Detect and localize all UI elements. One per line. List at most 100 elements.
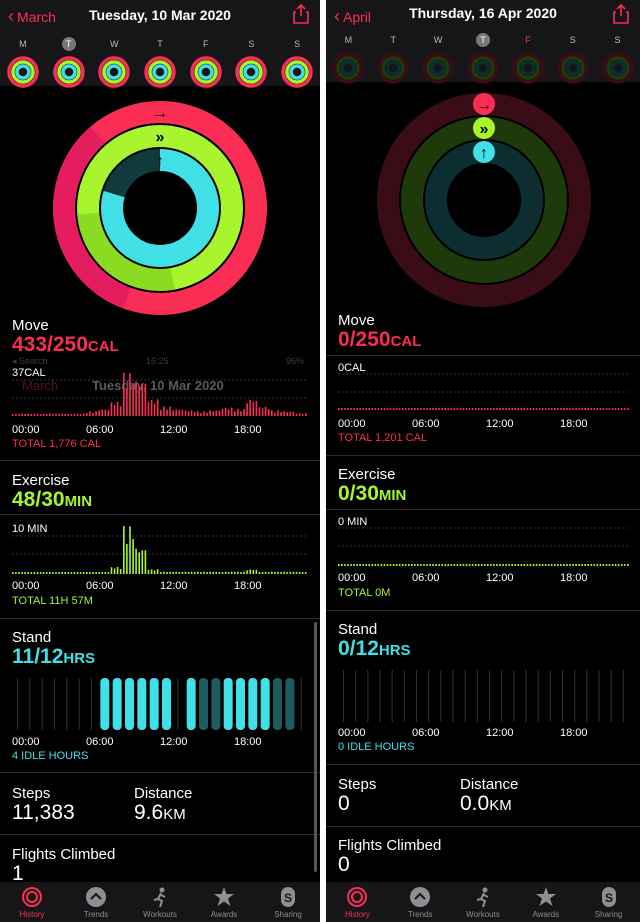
chart-bar (243, 571, 245, 574)
mini-rings-icon (556, 52, 589, 84)
tab-awards[interactable]: Awards (196, 886, 252, 919)
tab-trends[interactable]: Trends (392, 886, 448, 919)
mini-rings-icon (601, 52, 634, 84)
chart-bar (295, 572, 298, 574)
scrollbar[interactable] (314, 622, 317, 872)
week-day[interactable]: S (277, 34, 317, 93)
chart-bar (398, 408, 401, 410)
chart-bar (187, 411, 190, 416)
stand-hour-bar (149, 678, 159, 730)
stand-hour-bar (501, 670, 503, 722)
move-value: 0/250CAL (338, 328, 422, 351)
back-button[interactable]: ‹ April (334, 6, 372, 26)
chart-bar (264, 571, 267, 574)
tab-workouts[interactable]: Workouts (455, 886, 511, 919)
chart-bar (566, 564, 568, 566)
back-button[interactable]: ‹ March (8, 6, 56, 26)
chart-bar (447, 408, 450, 410)
stand-hour-bar (186, 678, 196, 730)
awards-icon (535, 887, 556, 906)
chart-bar (462, 564, 465, 566)
tab-history[interactable]: History (329, 886, 385, 919)
chart-bar (166, 409, 168, 416)
chart-bar (395, 408, 398, 410)
week-day[interactable]: W (94, 34, 134, 93)
chart-bar (453, 408, 456, 410)
chart-bar (544, 408, 547, 410)
week-day[interactable]: F (508, 30, 548, 89)
divider (0, 460, 320, 461)
tab-sharing[interactable]: S Sharing (260, 886, 316, 919)
chart-bar (249, 569, 251, 574)
x-tick-label: 06:00 (86, 736, 114, 748)
chart-bar (392, 408, 395, 410)
chart-bar (541, 564, 544, 566)
chart-bar (73, 572, 76, 574)
chart-bar (462, 408, 465, 410)
tab-trends[interactable]: Trends (68, 886, 124, 919)
chart-bar (237, 571, 239, 574)
share-icon[interactable] (612, 4, 630, 24)
chart-bar (82, 413, 85, 416)
chart-bar (490, 564, 492, 566)
header: ‹ April Thursday, 16 Apr 2020 M T W T F S S (326, 0, 640, 84)
week-day[interactable]: T (140, 34, 180, 93)
chart-bar (193, 412, 196, 416)
chart-bar (21, 413, 23, 416)
chart-bar (82, 572, 85, 574)
chart-bar (593, 408, 596, 410)
week-day-label: S (294, 39, 301, 49)
stand-hour-bar (622, 670, 624, 722)
week-day[interactable]: S (553, 30, 593, 89)
chart-bar (271, 410, 273, 416)
chart-bar (200, 572, 202, 574)
right-screen: ‹ April Thursday, 16 Apr 2020 M T W T F S S → »… (326, 0, 640, 922)
header: ‹ March Tuesday, 10 Mar 2020 M T W T F S S (0, 0, 320, 88)
chart-bar (277, 571, 279, 574)
chart-bar (243, 408, 245, 416)
week-day[interactable]: T (463, 30, 503, 89)
chart-bar (578, 408, 580, 410)
chart-bar (184, 571, 187, 574)
trends-icon (410, 887, 431, 907)
chart-bar (221, 408, 224, 416)
chart-bar (89, 572, 91, 574)
chart-bar (104, 409, 107, 416)
chart-bar (614, 408, 617, 410)
tab-label: Awards (532, 910, 560, 919)
chart-bar (61, 572, 63, 574)
week-day[interactable]: S (231, 34, 271, 93)
chart-bar (477, 408, 480, 410)
chart-bar (33, 413, 36, 416)
chart-bar (18, 414, 20, 416)
tab-history[interactable]: History (4, 886, 60, 919)
chart-bar (411, 564, 413, 566)
stand-hour-bar (236, 678, 245, 730)
chart-bar (380, 408, 383, 410)
stand-hour-bar (125, 678, 134, 730)
svg-text:S: S (605, 891, 613, 905)
week-day[interactable]: S (598, 30, 638, 89)
chart-bar (599, 564, 602, 566)
flights-label: Flights Climbed (338, 837, 442, 854)
tab-awards[interactable]: Awards (518, 886, 574, 919)
week-day[interactable]: T (373, 30, 413, 89)
chart-bar (608, 408, 611, 410)
week-day[interactable]: F (186, 34, 226, 93)
week-day[interactable]: M (3, 34, 43, 93)
sharing-icon: S (281, 887, 295, 907)
tab-sharing[interactable]: S Sharing (581, 886, 637, 919)
svg-text:»: » (480, 121, 489, 138)
chart-bar (64, 413, 66, 416)
chart-bar (147, 402, 150, 416)
week-day[interactable]: T (49, 34, 89, 93)
x-tick-label: 18:00 (560, 418, 588, 430)
chart-bar (261, 572, 264, 574)
week-day[interactable]: M (328, 30, 368, 89)
tab-workouts[interactable]: Workouts (132, 886, 188, 919)
share-icon[interactable] (292, 4, 310, 24)
week-day[interactable]: W (418, 30, 458, 89)
chart-bar (371, 408, 374, 410)
chart-bar (286, 412, 288, 416)
chart-bar (280, 411, 282, 416)
